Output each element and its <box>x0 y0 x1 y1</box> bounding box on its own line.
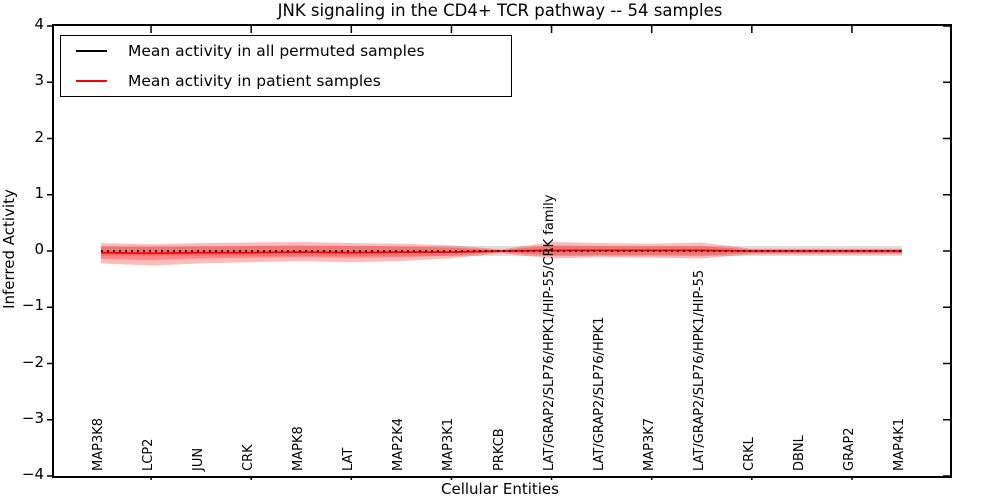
x-category-label: LCP2 <box>141 438 157 471</box>
x-category-label: PRKCB <box>491 428 507 471</box>
y-tick-label: 3 <box>34 71 44 90</box>
chart-title: JNK signaling in the CD4+ TCR pathway --… <box>277 1 723 20</box>
x-category-label: LAT/GRAP2/SLP76/HPK1/HIP-55/CRK family <box>541 194 557 471</box>
plot-area: Mean activity in all permuted samples Me… <box>47 24 952 480</box>
y-tick-label: 1 <box>34 183 44 202</box>
x-category-label: MAP3K7 <box>641 417 657 471</box>
x-category-label: MAP4K1 <box>892 417 907 471</box>
plot-canvas <box>47 25 950 480</box>
x-category-label: MAP3K1 <box>441 417 457 471</box>
x-category-label: LAT <box>341 447 357 471</box>
y-tick-label: −3 <box>21 408 44 427</box>
y-tick-label: 0 <box>34 240 44 258</box>
x-category-label: JUN <box>191 447 207 471</box>
patient-band-outer <box>101 242 902 266</box>
x-category-label: LAT/GRAP2/SLP76/HPK1 <box>591 316 607 471</box>
legend-item-patient: Mean activity in patient samples <box>61 66 511 96</box>
x-category-label: MAP3K8 <box>91 417 106 471</box>
legend-item-permuted: Mean activity in all permuted samples <box>61 36 511 66</box>
x-axis-label: Cellular Entities <box>441 480 559 498</box>
y-tick-label: 2 <box>34 127 44 146</box>
x-category-label: GRAP2 <box>841 427 857 471</box>
patient-line-swatch-icon <box>76 80 107 82</box>
y-tick-label: −2 <box>21 352 44 371</box>
y-tick-label: −4 <box>21 465 44 483</box>
legend: Mean activity in all permuted samples Me… <box>60 35 512 97</box>
x-category-label: MAP2K4 <box>391 417 407 471</box>
legend-item-label: Mean activity in all permuted samples <box>128 42 425 60</box>
x-category-label: LAT/GRAP2/SLP76/HPK1/HIP-55 <box>691 269 707 471</box>
x-category-label: DBNL <box>791 435 807 471</box>
legend-item-label: Mean activity in patient samples <box>128 72 381 90</box>
y-tick-label: −1 <box>21 296 44 315</box>
y-tick-label: 4 <box>34 15 44 33</box>
permuted-line-swatch-icon <box>76 50 107 52</box>
patient-band-inner <box>101 245 902 260</box>
x-category-label: CRKL <box>741 437 757 471</box>
x-category-label: MAPK8 <box>291 426 307 471</box>
x-category-label: CRK <box>241 444 257 471</box>
